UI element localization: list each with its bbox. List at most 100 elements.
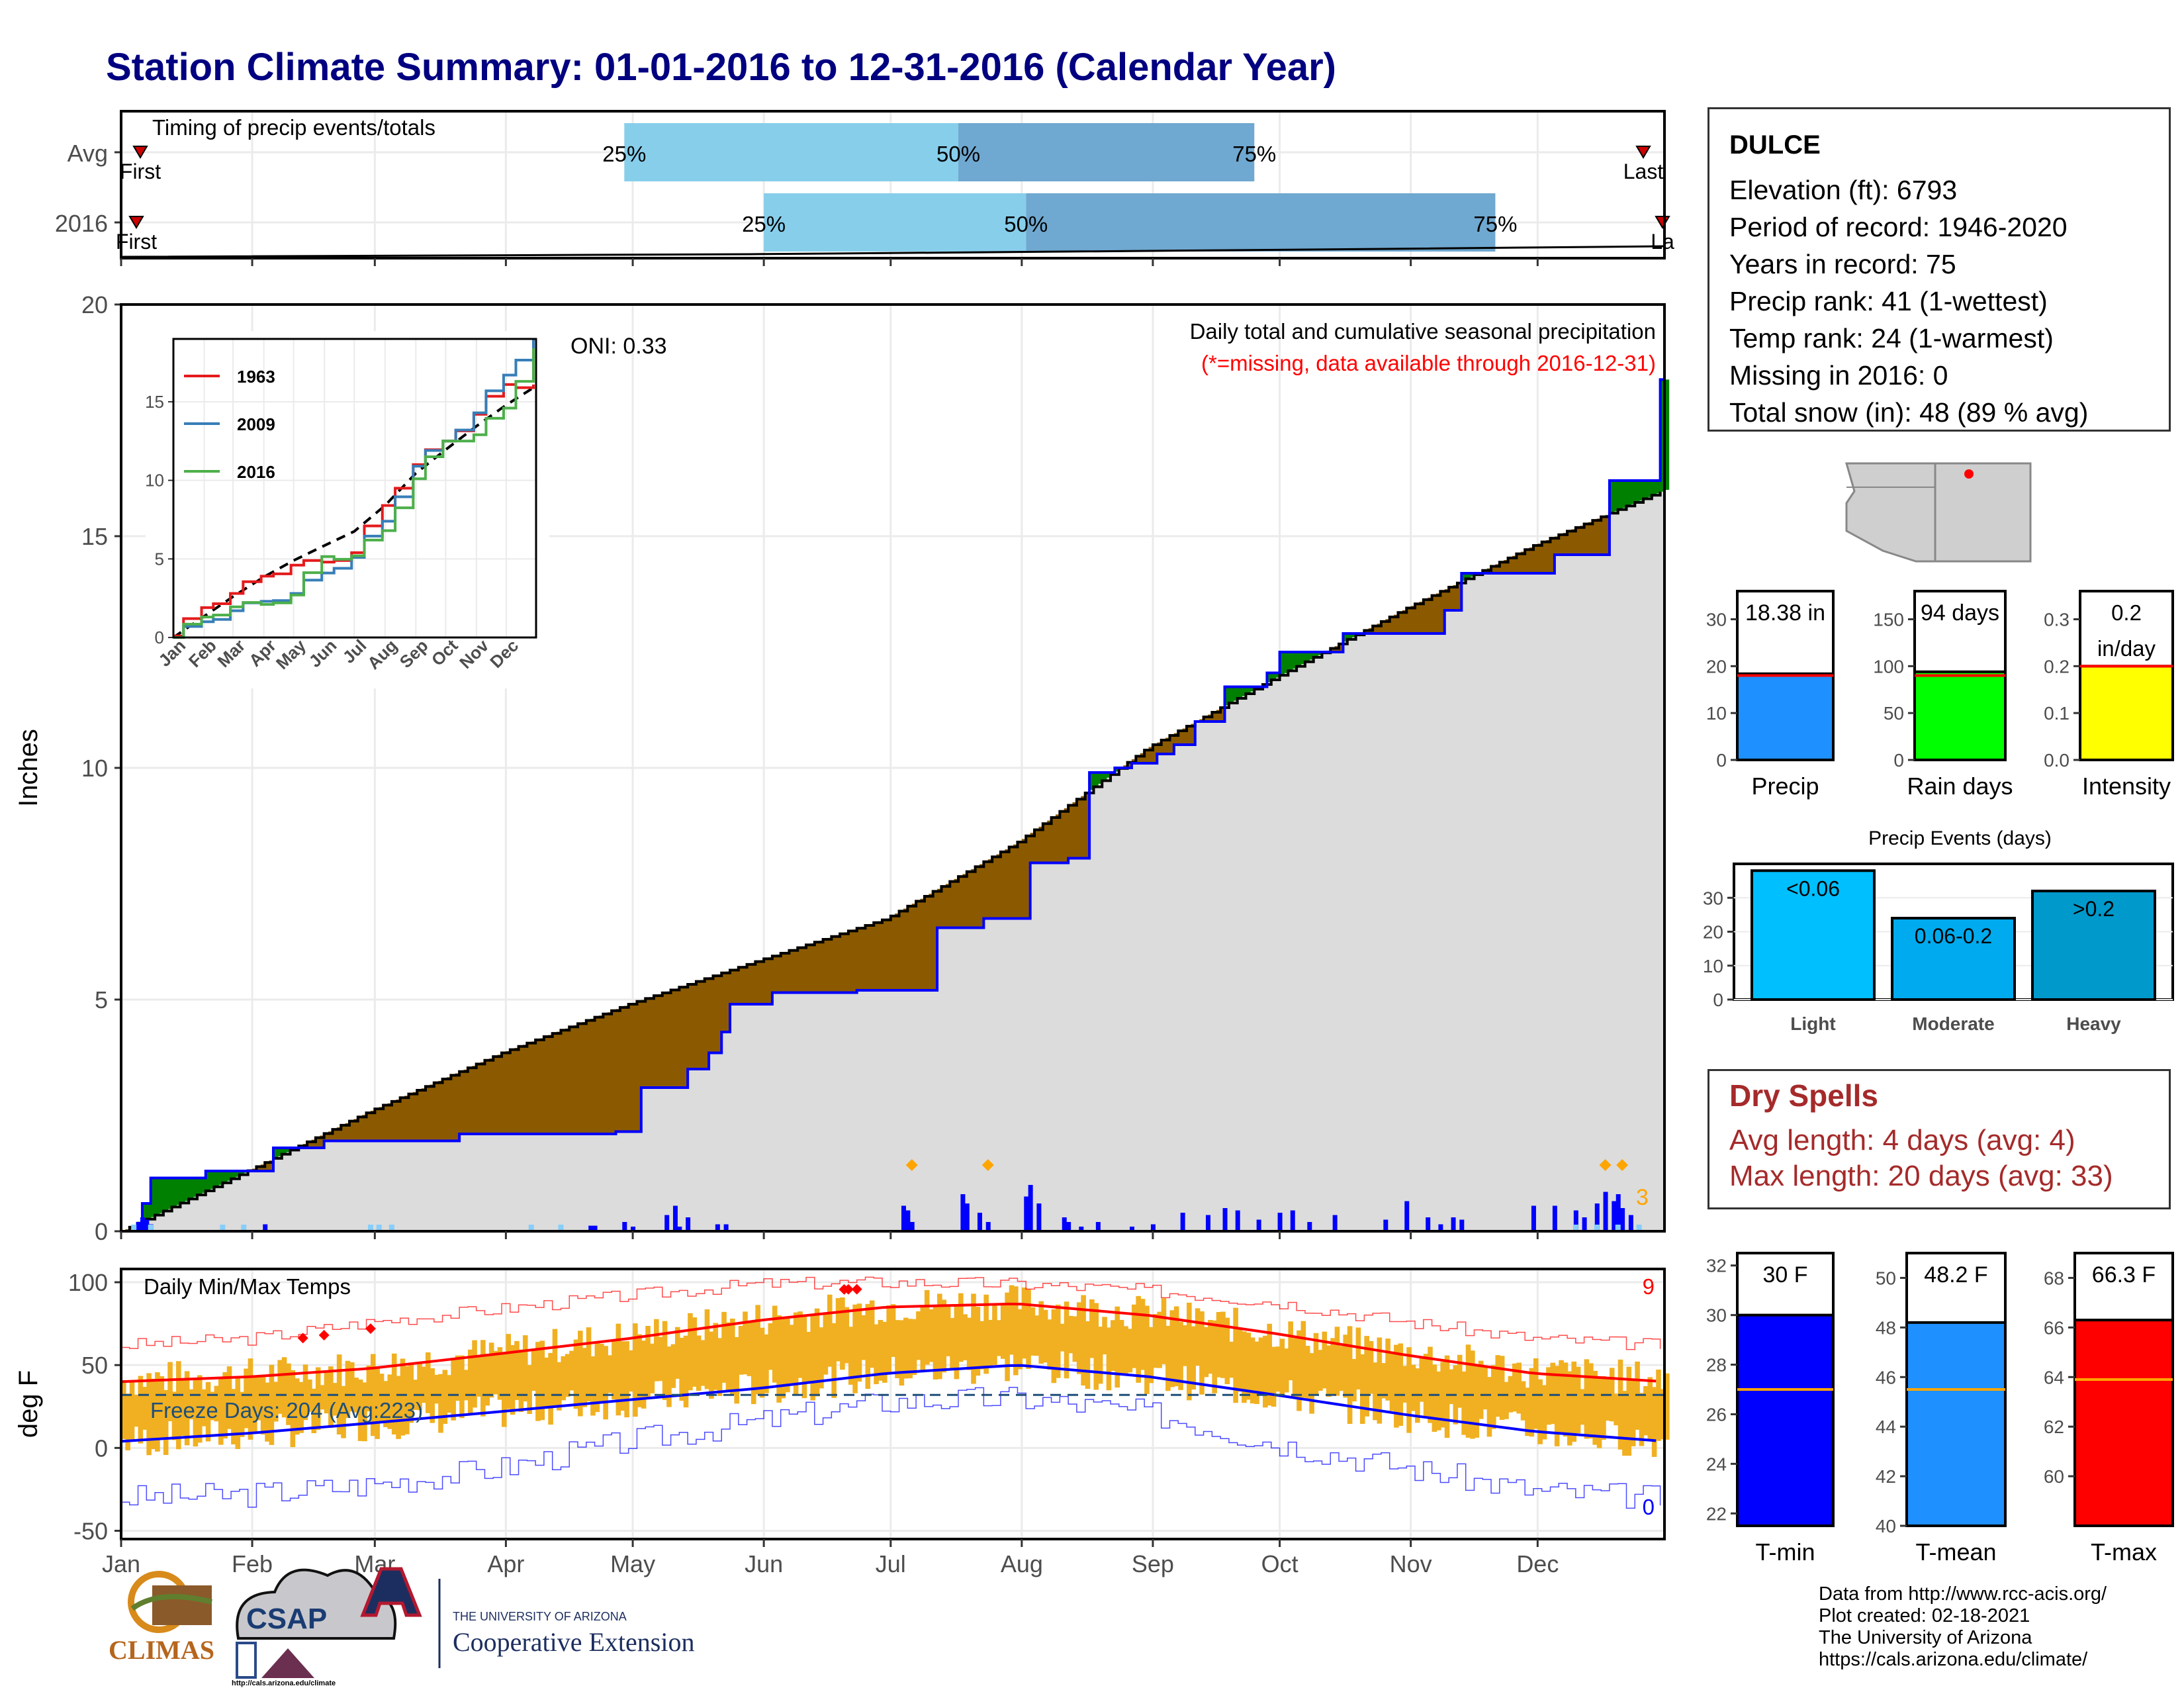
record-low-count: 0 bbox=[1643, 1495, 1655, 1519]
temp-x-tick-label: Oct bbox=[1261, 1550, 1298, 1577]
daily-precip-bar bbox=[672, 1205, 678, 1231]
annual-precip-y-tick-label: 10 bbox=[1706, 703, 1727, 724]
credit-url: https://cals.arizona.edu/climate/ bbox=[1819, 1649, 2088, 1670]
temp-y-tick-label: 0 bbox=[95, 1434, 108, 1462]
temp-x-tick-label: Jun bbox=[745, 1550, 783, 1577]
inset-y-tick-label: 5 bbox=[155, 549, 164, 569]
inset-frame bbox=[172, 338, 537, 639]
credit-university: The University of Arizona bbox=[1819, 1627, 2032, 1648]
daily-precip-bar bbox=[1628, 1215, 1633, 1231]
annual-precip-bar bbox=[1736, 672, 1835, 762]
daily-precip-bar bbox=[715, 1224, 720, 1231]
daily-precip-bar bbox=[1531, 1205, 1536, 1231]
timing-frame bbox=[120, 110, 1666, 259]
precip-y-tick-label: 20 bbox=[81, 291, 108, 318]
daily-precip-bar bbox=[1036, 1203, 1042, 1231]
record-high-marker bbox=[365, 1323, 376, 1335]
daily-precip-bar bbox=[1095, 1222, 1101, 1231]
snow-day-marker bbox=[558, 1225, 564, 1231]
timing-p75-label: 75% bbox=[1232, 142, 1276, 166]
station-info-box: DULCE Elevation (ft): 6793 Period of rec… bbox=[1707, 107, 2171, 432]
tmin-bar-y-tick-label: 24 bbox=[1706, 1454, 1727, 1474]
tmin-bar-bar bbox=[1736, 1313, 1835, 1527]
station-elevation: Elevation (ft): 6793 bbox=[1729, 175, 1958, 205]
tmax-bar-y-tick-label: 68 bbox=[2044, 1268, 2064, 1288]
daily-precip-bar bbox=[1582, 1217, 1587, 1231]
precip-inset-panel: 196320092016051015JanFebMarAprMayJunJulA… bbox=[145, 331, 549, 688]
events-category-label: Moderate bbox=[1912, 1013, 1994, 1034]
events-category-label: Heavy bbox=[2066, 1013, 2121, 1034]
heavy-precip-marker bbox=[905, 1159, 918, 1171]
timing-p75-label: 75% bbox=[1473, 212, 1517, 236]
daily-precip-bar bbox=[1438, 1224, 1443, 1231]
cumulative-2016-line bbox=[121, 378, 1664, 1233]
tmean-bar-y-tick-label: 48 bbox=[1876, 1317, 1896, 1338]
annual-precip-y-tick-label: 30 bbox=[1706, 610, 1727, 630]
dry-spells-box: Dry Spells Avg length: 4 days (avg: 4) M… bbox=[1707, 1069, 2171, 1209]
temperature-panel: Daily Min/Max Temps Freeze Days: 204 (Avg… bbox=[14, 1268, 1670, 1577]
csap-gauge-icon bbox=[236, 1642, 257, 1679]
tmean-bar-y-tick-label: 46 bbox=[1876, 1367, 1896, 1387]
events-y-tick-label: 0 bbox=[1713, 990, 1723, 1010]
station-temp-rank: Temp rank: 24 (1-warmest) bbox=[1729, 323, 2054, 353]
daily-precip-bar bbox=[1426, 1217, 1431, 1231]
daily-precip-bar bbox=[1594, 1203, 1600, 1231]
dry-spells-max: Max length: 20 days (avg: 33) bbox=[1729, 1160, 2113, 1192]
record-high-marker bbox=[318, 1329, 330, 1340]
heavy-precip-marker bbox=[981, 1159, 994, 1171]
tmin-bar-value-label: 30 F bbox=[1762, 1262, 1807, 1288]
rain-days-y-tick-label: 50 bbox=[1884, 703, 1904, 724]
daily-precip-bar bbox=[1615, 1194, 1621, 1231]
daily-precip-bar bbox=[622, 1222, 627, 1231]
daily-precip-bar bbox=[686, 1217, 691, 1231]
tmax-bar-category-label: T-max bbox=[2091, 1538, 2157, 1566]
temp-x-tick-label: Dec bbox=[1516, 1550, 1559, 1577]
precip-y-tick-label: 5 bbox=[95, 986, 108, 1013]
snow-day-marker bbox=[367, 1225, 373, 1231]
daily-precip-bar bbox=[1290, 1210, 1295, 1231]
tmin-bar-y-tick-label: 26 bbox=[1706, 1404, 1727, 1425]
temp-y-tick-label: 100 bbox=[68, 1269, 108, 1296]
daily-precip-bar bbox=[1552, 1205, 1557, 1231]
events-bar-label: <0.06 bbox=[1786, 876, 1840, 900]
precip-y-tick-label: 15 bbox=[81, 523, 108, 550]
snow-day-marker bbox=[1594, 1225, 1600, 1231]
daily-precip-bar bbox=[631, 1227, 636, 1231]
temp-x-tick-label: Nov bbox=[1390, 1550, 1432, 1577]
csap-logo-text: CSAP bbox=[246, 1603, 327, 1635]
inset-series-2016 bbox=[173, 348, 535, 639]
temp-frame bbox=[120, 1268, 1666, 1540]
rain-days-y-tick-label: 100 bbox=[1873, 656, 1904, 677]
daily-precip-bar bbox=[1062, 1217, 1067, 1231]
tmean-bar-y-tick-label: 44 bbox=[1876, 1417, 1896, 1437]
ua-small-text: THE UNIVERSITY OF ARIZONA bbox=[453, 1610, 627, 1623]
snow-day-marker bbox=[1636, 1225, 1642, 1231]
daily-temp-range-bars bbox=[121, 1285, 1670, 1457]
daily-precip-bar bbox=[977, 1213, 982, 1231]
snow-day-marker bbox=[376, 1225, 382, 1231]
daily-precip-bar bbox=[144, 1219, 150, 1231]
timing-bar-q1 bbox=[764, 193, 1026, 252]
daily-precip-bar bbox=[985, 1222, 991, 1231]
rain-days-category-label: Rain days bbox=[1907, 773, 2013, 800]
tmax-bar-y-tick-label: 66 bbox=[2044, 1317, 2064, 1338]
rain-days-y-tick-label: 0 bbox=[1893, 750, 1904, 771]
timing-last-label: Last bbox=[1623, 160, 1664, 183]
daily-precip-bar bbox=[1079, 1227, 1084, 1231]
tmin-bar-category-label: T-min bbox=[1756, 1538, 1815, 1566]
credit-source: Data from http://www.rcc-acis.org/ bbox=[1819, 1583, 2107, 1605]
events-title: Precip Events (days) bbox=[1868, 827, 2052, 849]
timing-p50-label: 50% bbox=[936, 142, 980, 166]
temp-y-axis-title: deg F bbox=[14, 1370, 43, 1438]
tmin-bar-y-tick-label: 32 bbox=[1706, 1256, 1727, 1276]
page-title: Station Climate Summary: 01-01-2016 to 1… bbox=[106, 46, 1336, 89]
daily-precip-bar bbox=[723, 1224, 729, 1231]
daily-precip-bar bbox=[909, 1222, 915, 1231]
tmin-bar-y-tick-label: 28 bbox=[1706, 1355, 1727, 1376]
timing-last-label: La bbox=[1651, 230, 1674, 254]
tmax-bar-bar bbox=[2073, 1319, 2174, 1528]
daily-precip-bar bbox=[588, 1225, 594, 1231]
events-bar-label: >0.2 bbox=[2073, 897, 2115, 921]
